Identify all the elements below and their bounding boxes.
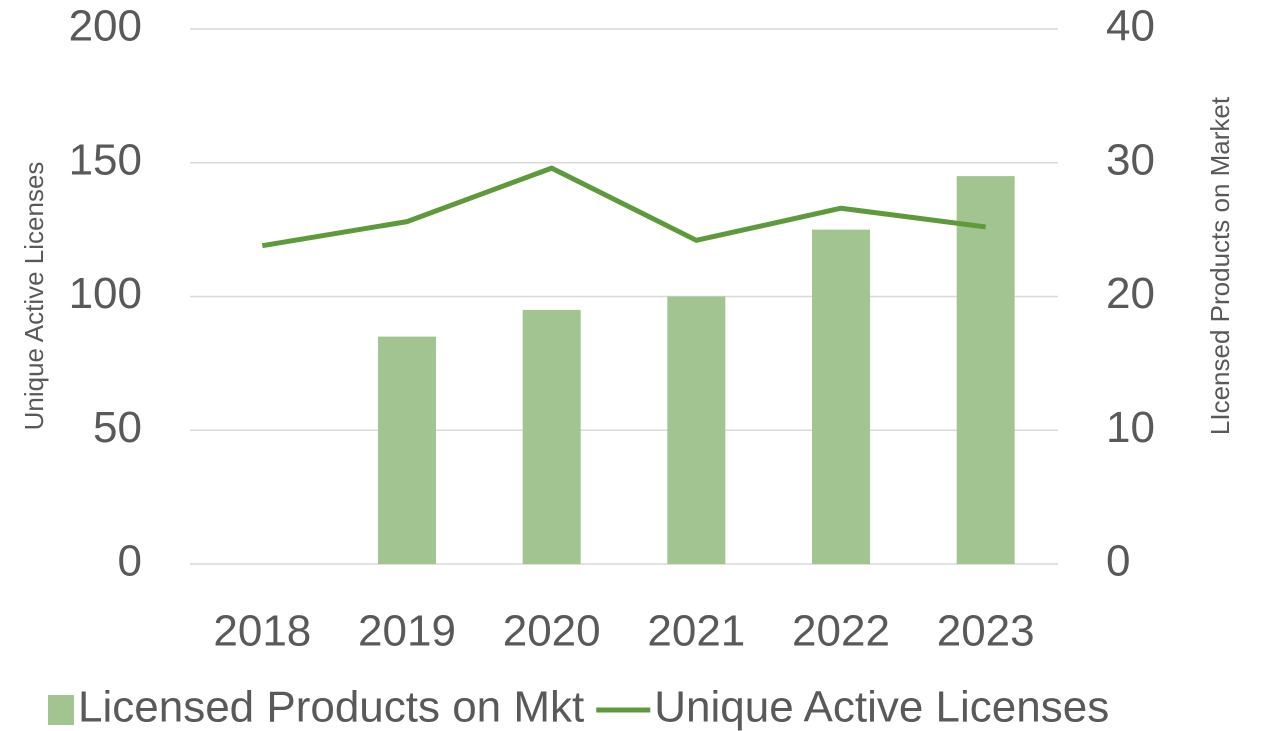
bar: [378, 336, 436, 564]
legend-label: Unique Active Licenses: [654, 683, 1109, 731]
y2-tick-label: 0: [1106, 537, 1130, 586]
y-tick-label: 150: [69, 135, 142, 184]
bar: [956, 176, 1015, 564]
bar: [667, 296, 726, 564]
x-tick-label: 2020: [503, 607, 601, 656]
y2-tick-label: 10: [1106, 403, 1155, 452]
y2-tick-label: 20: [1106, 269, 1155, 318]
bar: [522, 309, 581, 564]
y-tick-label: 50: [93, 403, 142, 452]
y-tick-label: 200: [69, 2, 142, 51]
x-tick-label: 2019: [358, 607, 456, 656]
legend-swatch: [48, 695, 74, 725]
y-tick-label: 100: [69, 269, 142, 318]
bar: [812, 229, 870, 564]
y2-tick-label: 40: [1106, 2, 1155, 51]
legend-label: Licensed Products on Mkt: [78, 683, 584, 731]
x-tick-label: 2023: [937, 607, 1035, 656]
x-tick-label: 2021: [647, 607, 745, 656]
line: [261, 165, 986, 249]
x-tick-label: 2022: [792, 607, 890, 656]
x-tick-label: 2018: [213, 607, 311, 656]
y2-tick-label: 30: [1106, 135, 1155, 184]
y-tick-label: 0: [118, 537, 142, 586]
y2-axis-title: LIcensed Products on Market: [1205, 96, 1235, 435]
y-axis-title: Unique Active Licenses: [19, 162, 49, 431]
